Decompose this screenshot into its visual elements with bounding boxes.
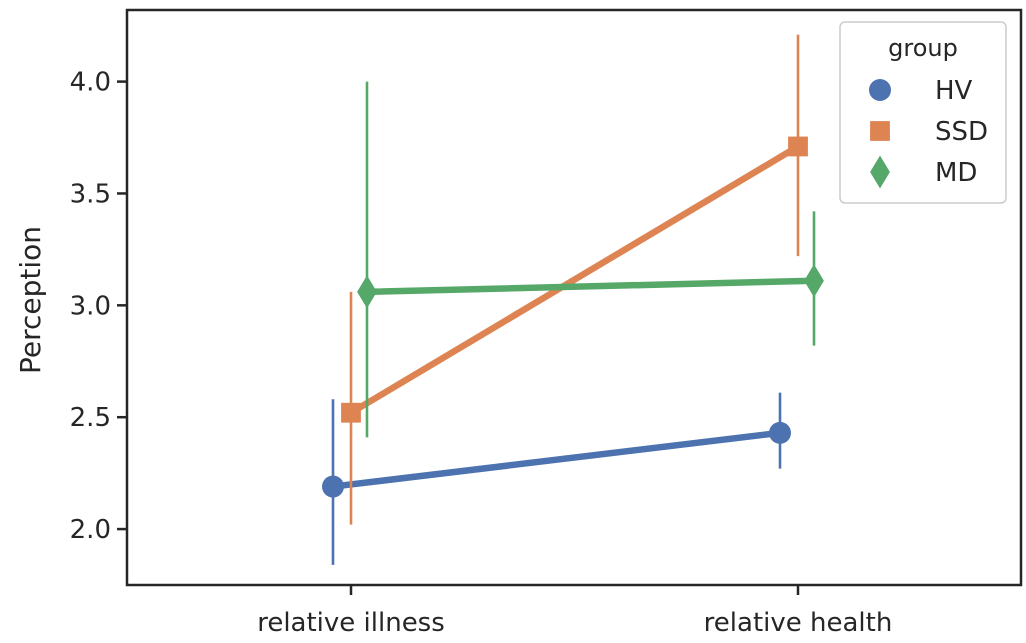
y-tick-label: 3.5 xyxy=(70,179,111,209)
legend-box xyxy=(839,21,1007,204)
y-tick-label: 2.0 xyxy=(70,515,111,545)
series-SSD xyxy=(341,34,808,525)
legend-title: group xyxy=(888,34,958,62)
y-tick-label: 2.5 xyxy=(70,403,111,433)
series-MD xyxy=(357,81,824,438)
legend-marker-MD xyxy=(870,155,890,189)
series-line xyxy=(363,277,818,296)
data-point xyxy=(341,402,361,423)
legend-label-MD: MD xyxy=(935,158,977,188)
data-point xyxy=(769,421,791,444)
legend: group HV SSD MD xyxy=(839,21,1007,204)
y-tick-label: 4.0 xyxy=(70,68,111,98)
legend-label-SSD: SSD xyxy=(935,117,988,147)
data-point xyxy=(357,275,377,309)
x-tick-label: relative health xyxy=(704,608,893,638)
plot-data-layer xyxy=(322,34,824,565)
y-axis-label: Perception xyxy=(14,226,47,374)
data-point xyxy=(788,136,808,157)
legend-label-HV: HV xyxy=(935,76,973,106)
series-line xyxy=(347,143,802,416)
legend-marker-SSD xyxy=(870,121,890,141)
y-tick-label: 3.0 xyxy=(70,291,111,321)
axes-layer: 2.0 2.5 3.0 3.5 4.0 relative illness relative … xyxy=(70,68,893,638)
plot-frame xyxy=(125,8,1023,587)
legend-marker-HV xyxy=(869,79,891,101)
data-point xyxy=(804,264,824,298)
x-tick-label: relative illness xyxy=(257,608,445,638)
series-HV xyxy=(322,392,791,565)
series-line xyxy=(329,429,784,490)
data-point xyxy=(322,475,344,498)
